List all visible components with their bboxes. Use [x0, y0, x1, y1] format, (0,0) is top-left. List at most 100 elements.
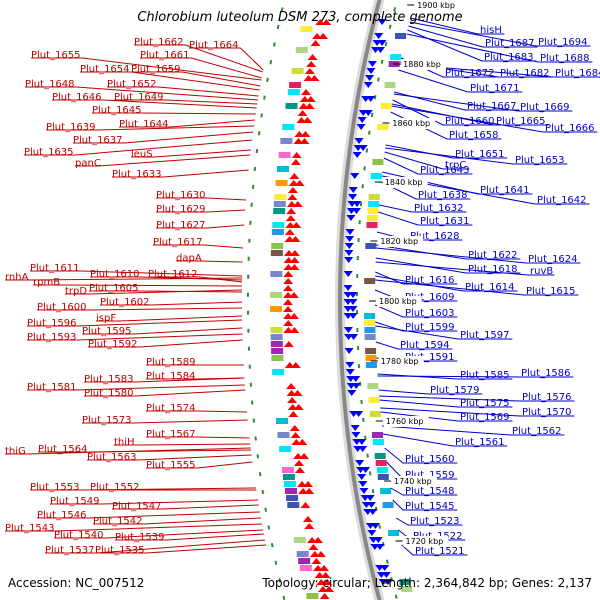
gene-label-left: Plut_1580	[84, 388, 134, 399]
gene-label-right: Plut_1599	[405, 322, 455, 333]
gene-label-left: Plut_1646	[52, 92, 102, 103]
reverse-gene-arrow	[352, 201, 362, 207]
leader-line-right	[394, 91, 520, 111]
cog-block-reverse	[395, 33, 406, 39]
leader-line-left	[5, 447, 251, 455]
reverse-gene-arrow	[346, 215, 356, 221]
gene-label-left: Plut_1549	[50, 496, 100, 507]
leader-line-right	[391, 105, 598, 133]
cog-block-forward	[285, 488, 297, 494]
forward-gene-arrow	[322, 579, 333, 585]
forward-gene-arrow	[299, 453, 310, 459]
gene-label-left: Plut_1629	[156, 204, 206, 215]
forward-gene-arrow	[311, 558, 322, 564]
leader-line-left	[176, 260, 243, 263]
gene-label-left: Plut_1593	[27, 332, 77, 343]
gene-label-left: Plut_1574	[146, 403, 196, 414]
gene-label-right: Plut_1672	[445, 68, 495, 79]
forward-gene-arrow	[304, 488, 315, 494]
leader-line-left	[89, 290, 243, 293]
forward-gene-arrow	[283, 278, 294, 284]
cog-block-forward	[296, 551, 309, 557]
leader-line-left	[80, 71, 260, 91]
cog-block-forward	[283, 481, 296, 487]
forward-gene-arrow	[319, 565, 330, 571]
leader-line-right	[409, 21, 591, 47]
forward-gene-arrow	[289, 173, 300, 179]
gene-label-right: Plut_1559	[405, 470, 455, 481]
scale-label: 1720 kbp	[406, 537, 444, 546]
forward-gene-arrow	[289, 257, 300, 263]
forward-gene-arrow	[303, 481, 314, 487]
gene-label-left: thiH	[114, 437, 135, 448]
cog-block-reverse	[382, 502, 394, 508]
cog-block-forward	[274, 194, 287, 200]
leader-line-left	[114, 99, 258, 105]
leader-line-left	[146, 410, 248, 413]
gene-label-left: Plut_1567	[146, 429, 196, 440]
scale-layer: 1900 kbp 1880 kbp 1860 kbp 1840 kbp 1820 kbp…	[369, 0, 461, 547]
gene-label-left: Plut_1617	[153, 237, 203, 248]
tick-ring-0	[246, 0, 286, 600]
gene-label-right: Plut_1651	[455, 149, 505, 160]
gene-label-left: Plut_1637	[73, 135, 123, 146]
forward-gene-arrow	[323, 586, 334, 592]
cog-block-reverse	[367, 208, 379, 214]
gene-label-right: Plut_1669	[520, 102, 570, 113]
leader-line-right	[401, 544, 468, 556]
leader-line-left	[27, 319, 243, 327]
forward-gene-arrow	[287, 397, 298, 403]
cog-block-forward	[306, 593, 319, 599]
leader-line-left	[25, 86, 259, 101]
reverse-gene-arrow	[354, 411, 364, 417]
scale-label: 1820 kbp	[380, 237, 418, 246]
reverse-gene-arrow	[348, 306, 358, 312]
cog-block-reverse	[384, 82, 396, 88]
reverse-gene-arrow	[366, 96, 376, 102]
gene-label-right: Plut_1603	[405, 308, 455, 319]
gene-label-right: Plut_1628	[410, 231, 460, 242]
cog-block-reverse	[374, 453, 386, 459]
gene-label-left: Plut_1540	[54, 530, 104, 541]
gene-label-left: Plut_1627	[156, 220, 206, 231]
gene-label-right: Plut_1687	[485, 38, 535, 49]
reverse-gene-arrow	[358, 481, 368, 487]
forward-gene-arrow	[294, 467, 305, 473]
cog-block-forward	[273, 201, 286, 207]
gene-label-right: Plut_1660	[445, 116, 495, 127]
gene-label-right: Plut_1597	[460, 330, 510, 341]
scale-label: 1880 kbp	[403, 60, 441, 69]
cog-block-forward	[279, 446, 292, 452]
forward-gene-arrow	[289, 313, 300, 319]
cog-block-forward	[270, 292, 282, 298]
leader-line-right	[375, 321, 458, 332]
leader-line-left	[156, 224, 245, 229]
gene-label-left: Plut_1645	[92, 105, 142, 116]
gene-label-right: Plut_1684	[555, 68, 600, 79]
reverse-gene-arrow	[351, 208, 361, 214]
leader-line-right	[392, 499, 458, 511]
gene-label-left: Plut_1555	[146, 460, 196, 471]
forward-gene-arrow	[308, 544, 319, 550]
leader-line-right	[407, 29, 537, 62]
cog-block-forward	[282, 124, 295, 130]
gene-label-left: Plut_1602	[100, 297, 150, 308]
reverse-gene-arrow	[351, 432, 361, 438]
reverse-gene-arrow	[343, 285, 353, 291]
gene-label-right: Plut_1665	[496, 116, 546, 127]
leader-line-left	[90, 276, 243, 281]
leader-line-right	[410, 17, 505, 35]
gene-label-right: Plut_1666	[545, 123, 595, 134]
scale-label-bg	[377, 296, 422, 307]
gene-label-right: Plut_1616	[405, 275, 455, 286]
leader-line-left	[146, 436, 250, 439]
reverse-gene-arrow	[348, 313, 358, 319]
reverse-gene-arrow	[348, 292, 358, 298]
cog-block-forward	[280, 138, 293, 144]
forward-gene-arrow	[297, 110, 308, 116]
cog-block-reverse	[365, 348, 377, 354]
cog-block-forward	[287, 502, 300, 508]
leader-line-left	[30, 487, 257, 491]
cog-block-reverse	[388, 530, 400, 536]
gene-label-right: Plut_1638	[418, 190, 468, 201]
